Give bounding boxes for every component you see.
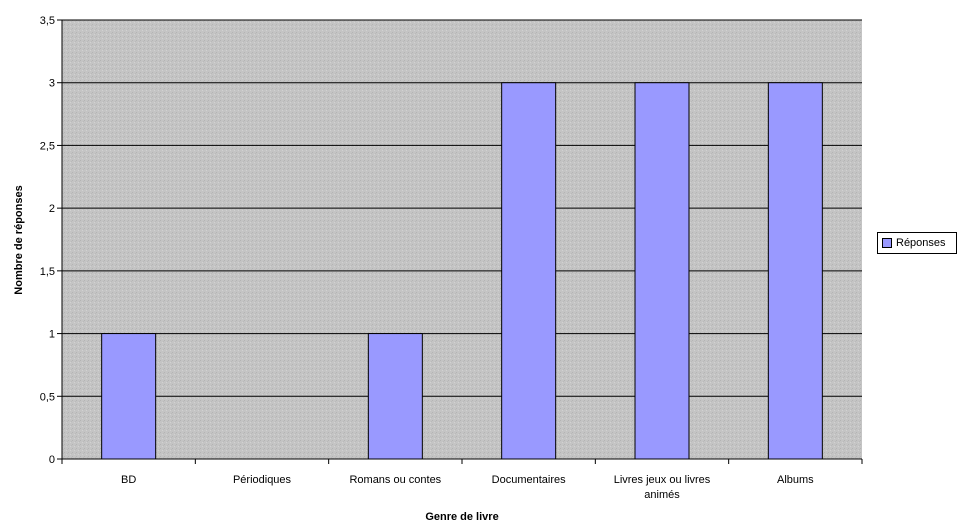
y-axis-title: Nombre de réponses: [13, 185, 25, 294]
y-tick-label: 1,5: [40, 266, 55, 278]
x-tick-label: Livres jeux ou livres animés: [614, 474, 711, 501]
x-tick-label: BD: [121, 474, 136, 486]
y-tick-label: 2: [49, 203, 55, 215]
x-tick-labels: BD Périodiques Romans ou contes Documentair…: [121, 474, 814, 501]
x-tick-label: Documentaires: [492, 474, 566, 486]
bar: [634, 82, 690, 460]
gridlines: [62, 19, 862, 397]
x-tick-label: Périodiques: [233, 474, 292, 486]
y-tick-label: 3,5: [40, 15, 55, 27]
plot-area: [62, 20, 862, 459]
y-tick-labels: 0 0,5 1 1,5 2 2,5 3 3,5: [40, 15, 55, 466]
bars: [101, 82, 823, 460]
axes: [57, 19, 863, 464]
legend-label: Réponses: [896, 237, 946, 249]
bar: [501, 82, 557, 460]
bar: [367, 333, 423, 460]
x-tick-label: Albums: [777, 474, 814, 486]
y-tick-label: 0,5: [40, 391, 55, 403]
legend-swatch: [882, 238, 892, 248]
y-tick-label: 2,5: [40, 140, 55, 152]
bar: [767, 82, 823, 460]
x-tick-label: Romans ou contes: [349, 474, 441, 486]
y-tick-label: 0: [49, 454, 55, 466]
y-tick-label: 3: [49, 78, 55, 90]
x-axis-title: Genre de livre: [425, 511, 498, 523]
legend: Réponses: [877, 232, 957, 254]
bar: [101, 333, 157, 460]
y-tick-label: 1: [49, 329, 55, 341]
